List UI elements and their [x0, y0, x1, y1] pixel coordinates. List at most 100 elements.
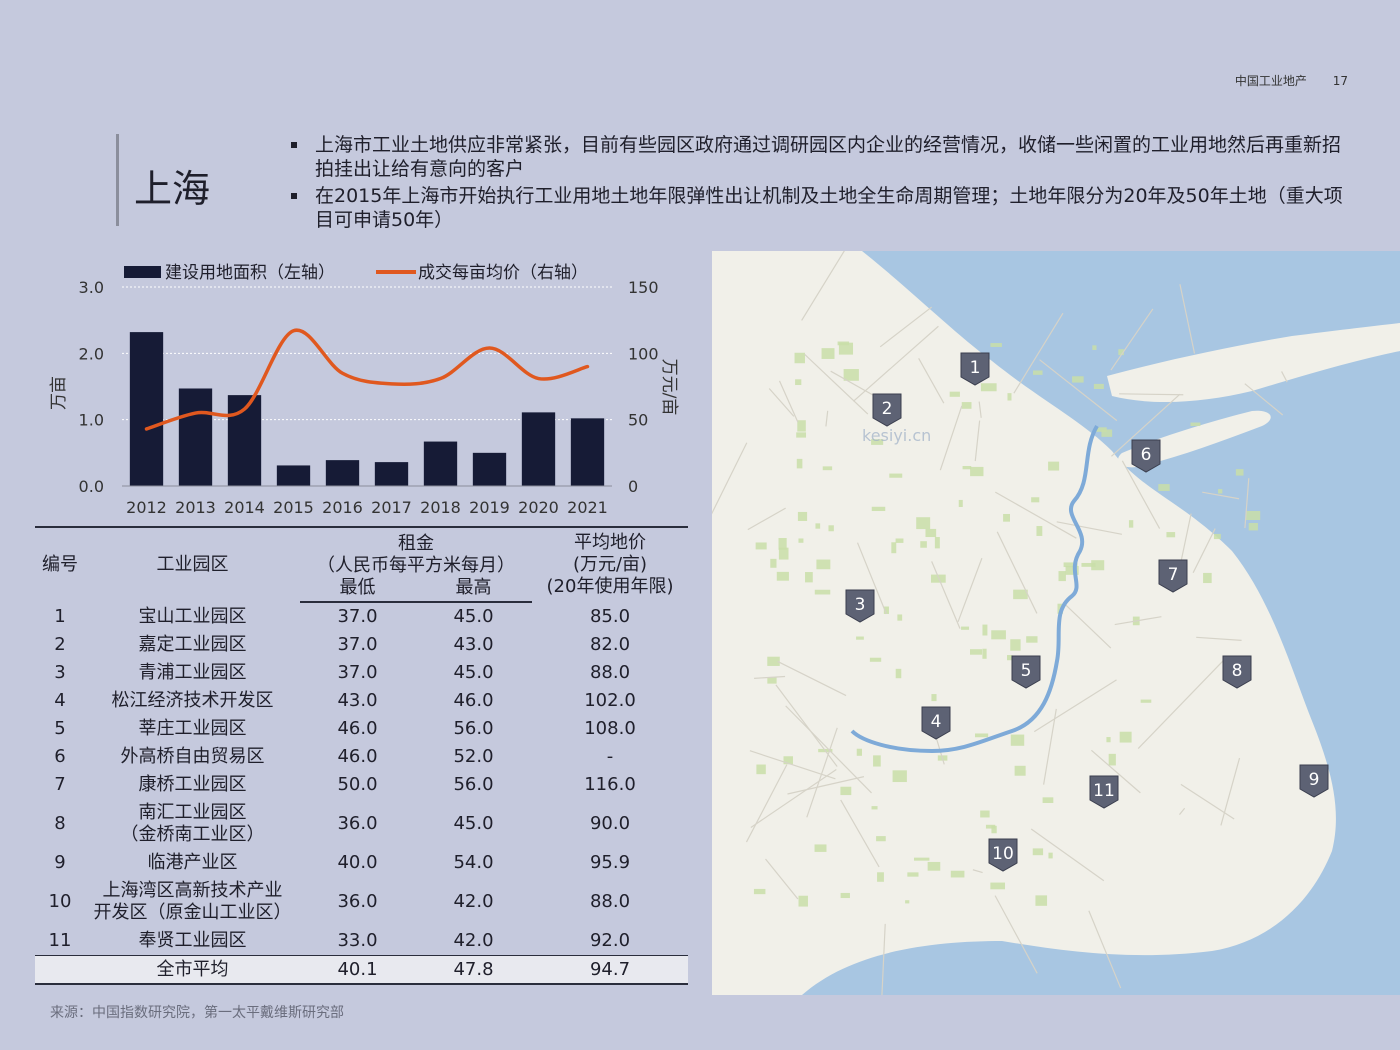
x-tick-label: 2012: [126, 498, 167, 517]
row-rent-max: 54.0: [453, 852, 494, 873]
map-green-patch: [1026, 636, 1038, 643]
map-road: [777, 660, 847, 697]
map-road: [1244, 478, 1250, 529]
map-green-patch: [815, 523, 821, 529]
row-rent-min: 33.0: [337, 930, 378, 951]
row-land-price: 88.0: [589, 891, 631, 912]
map-green-patch: [1108, 753, 1116, 766]
y2-tick-label: 100: [628, 344, 659, 363]
map-green-patch: [925, 528, 937, 538]
map-road: [1179, 284, 1196, 354]
row-rent-max: 43.0: [453, 634, 494, 655]
map-green-patch: [1094, 427, 1107, 432]
map-green-patch: [767, 677, 777, 684]
map-green-patch: [982, 648, 987, 659]
map-green-patch: [958, 499, 963, 507]
x-tick-label: 2018: [420, 498, 461, 517]
row-land-price: 85.0: [589, 605, 631, 627]
map-road: [1062, 601, 1112, 649]
map-road: [996, 531, 1038, 614]
row-park-name-line: 康桥工业园区: [138, 774, 247, 795]
x-tick-label: 2017: [371, 498, 412, 517]
header-land-price: 平均地价 (万元/亩) (20年使用年限): [532, 526, 688, 602]
map-green-patch: [1245, 511, 1261, 521]
header-land-price-title: 平均地价: [574, 532, 646, 553]
map-green-patch: [876, 836, 886, 842]
header-id: 编号: [35, 526, 85, 602]
map-green-patch: [796, 458, 803, 469]
map-green-patch: [970, 649, 983, 655]
row-rent-min: 40.0: [337, 852, 378, 873]
table-row: 6 外高桥自由贸易区 46.0 52.0 -: [35, 743, 688, 771]
row-park-name-line2: 开发区（原金山工业区）: [93, 902, 292, 923]
map-green-patch: [892, 770, 907, 783]
map-road: [1180, 783, 1235, 820]
map-road: [1056, 521, 1123, 535]
map-green-patch: [949, 391, 960, 397]
marker-label: 2: [882, 399, 893, 419]
marker-pin: [1131, 439, 1161, 473]
row-id: 2: [54, 634, 66, 655]
map-green-patch: [1158, 484, 1170, 491]
marker-label: 4: [931, 712, 942, 732]
table-row: 7 康桥工业园区 50.0 56.0 116.0: [35, 771, 688, 799]
map-green-patch: [1093, 383, 1104, 390]
marker-pin: [921, 706, 951, 740]
row-park-name: 外高桥自由贸易区: [85, 743, 300, 771]
map-road: [840, 799, 880, 868]
map-road: [918, 358, 945, 404]
row-park-name: 莘庄工业园区: [85, 715, 300, 743]
row-id: 5: [54, 718, 66, 739]
map-green-patch: [1007, 655, 1013, 661]
map-road: [787, 776, 865, 795]
row-id: 4: [54, 690, 66, 711]
map-road: [806, 727, 838, 818]
bullet-item: 在2015年上海市开始执行工业用地土地年限弹性出让机制及土地全生命周期管理；土地…: [288, 184, 1348, 232]
map-road: [804, 353, 869, 415]
map-road: [768, 388, 795, 417]
map-green-patch: [1118, 349, 1124, 356]
map-green-patch: [873, 755, 881, 767]
marker-pin: [960, 352, 990, 386]
row-rent-min: 36.0: [337, 813, 378, 834]
map-island-chongming: [1107, 323, 1400, 403]
map-road: [978, 401, 982, 418]
map-green-patch: [798, 538, 804, 543]
header-land-price-unit: (万元/亩): [572, 554, 648, 575]
row-id: 6: [54, 746, 66, 767]
row-rent-min: 36.0: [337, 891, 378, 912]
y-tick-label: 3.0: [79, 278, 104, 297]
map-green-patch: [920, 541, 927, 548]
row-park-name: 康桥工业园区: [85, 771, 300, 799]
x-tick-label: 2019: [469, 498, 510, 517]
map-green-patch: [961, 626, 970, 630]
map-green-patch: [1092, 345, 1097, 350]
map-road: [1110, 308, 1154, 371]
row-park-name: 嘉定工业园区: [85, 631, 300, 659]
map-green-patch: [1203, 572, 1212, 584]
map-road: [852, 325, 939, 402]
map-marker-10: 10: [988, 838, 1018, 872]
row-rent-min: 37.0: [337, 606, 378, 627]
row-park-name: 松江经济技术开发区: [85, 687, 300, 715]
industrial-park-table: 编号 工业园区 租金 （人民币每平方米每月） 平均地价 (万元/亩) (20年使…: [35, 526, 688, 985]
map-green-patch: [840, 892, 850, 899]
map-green-patch: [1013, 589, 1028, 600]
marker-pin: [1222, 655, 1252, 689]
legend-line-label: 成交每亩均价（右轴）: [418, 263, 588, 283]
bar-2016: [325, 460, 360, 486]
map-green-patch: [974, 733, 989, 738]
chart-line: [144, 328, 590, 431]
map-green-patch: [1048, 461, 1060, 471]
row-rent-min: 46.0: [337, 746, 378, 767]
map-green-patch: [895, 538, 904, 543]
map-marker-3: 3: [845, 589, 875, 623]
map-road: [747, 507, 786, 531]
row-land-price: 95.9: [589, 852, 631, 873]
bullet-list: 上海市工业土地供应非常紧张，目前有些园区政府通过调研园区内企业的经营情况，收储一…: [288, 133, 1348, 235]
marker-label: 8: [1232, 661, 1243, 681]
row-id: 3: [54, 662, 66, 683]
row-id: 10: [48, 891, 72, 912]
map-marker-4: 4: [921, 706, 951, 740]
map-road: [1202, 491, 1240, 500]
